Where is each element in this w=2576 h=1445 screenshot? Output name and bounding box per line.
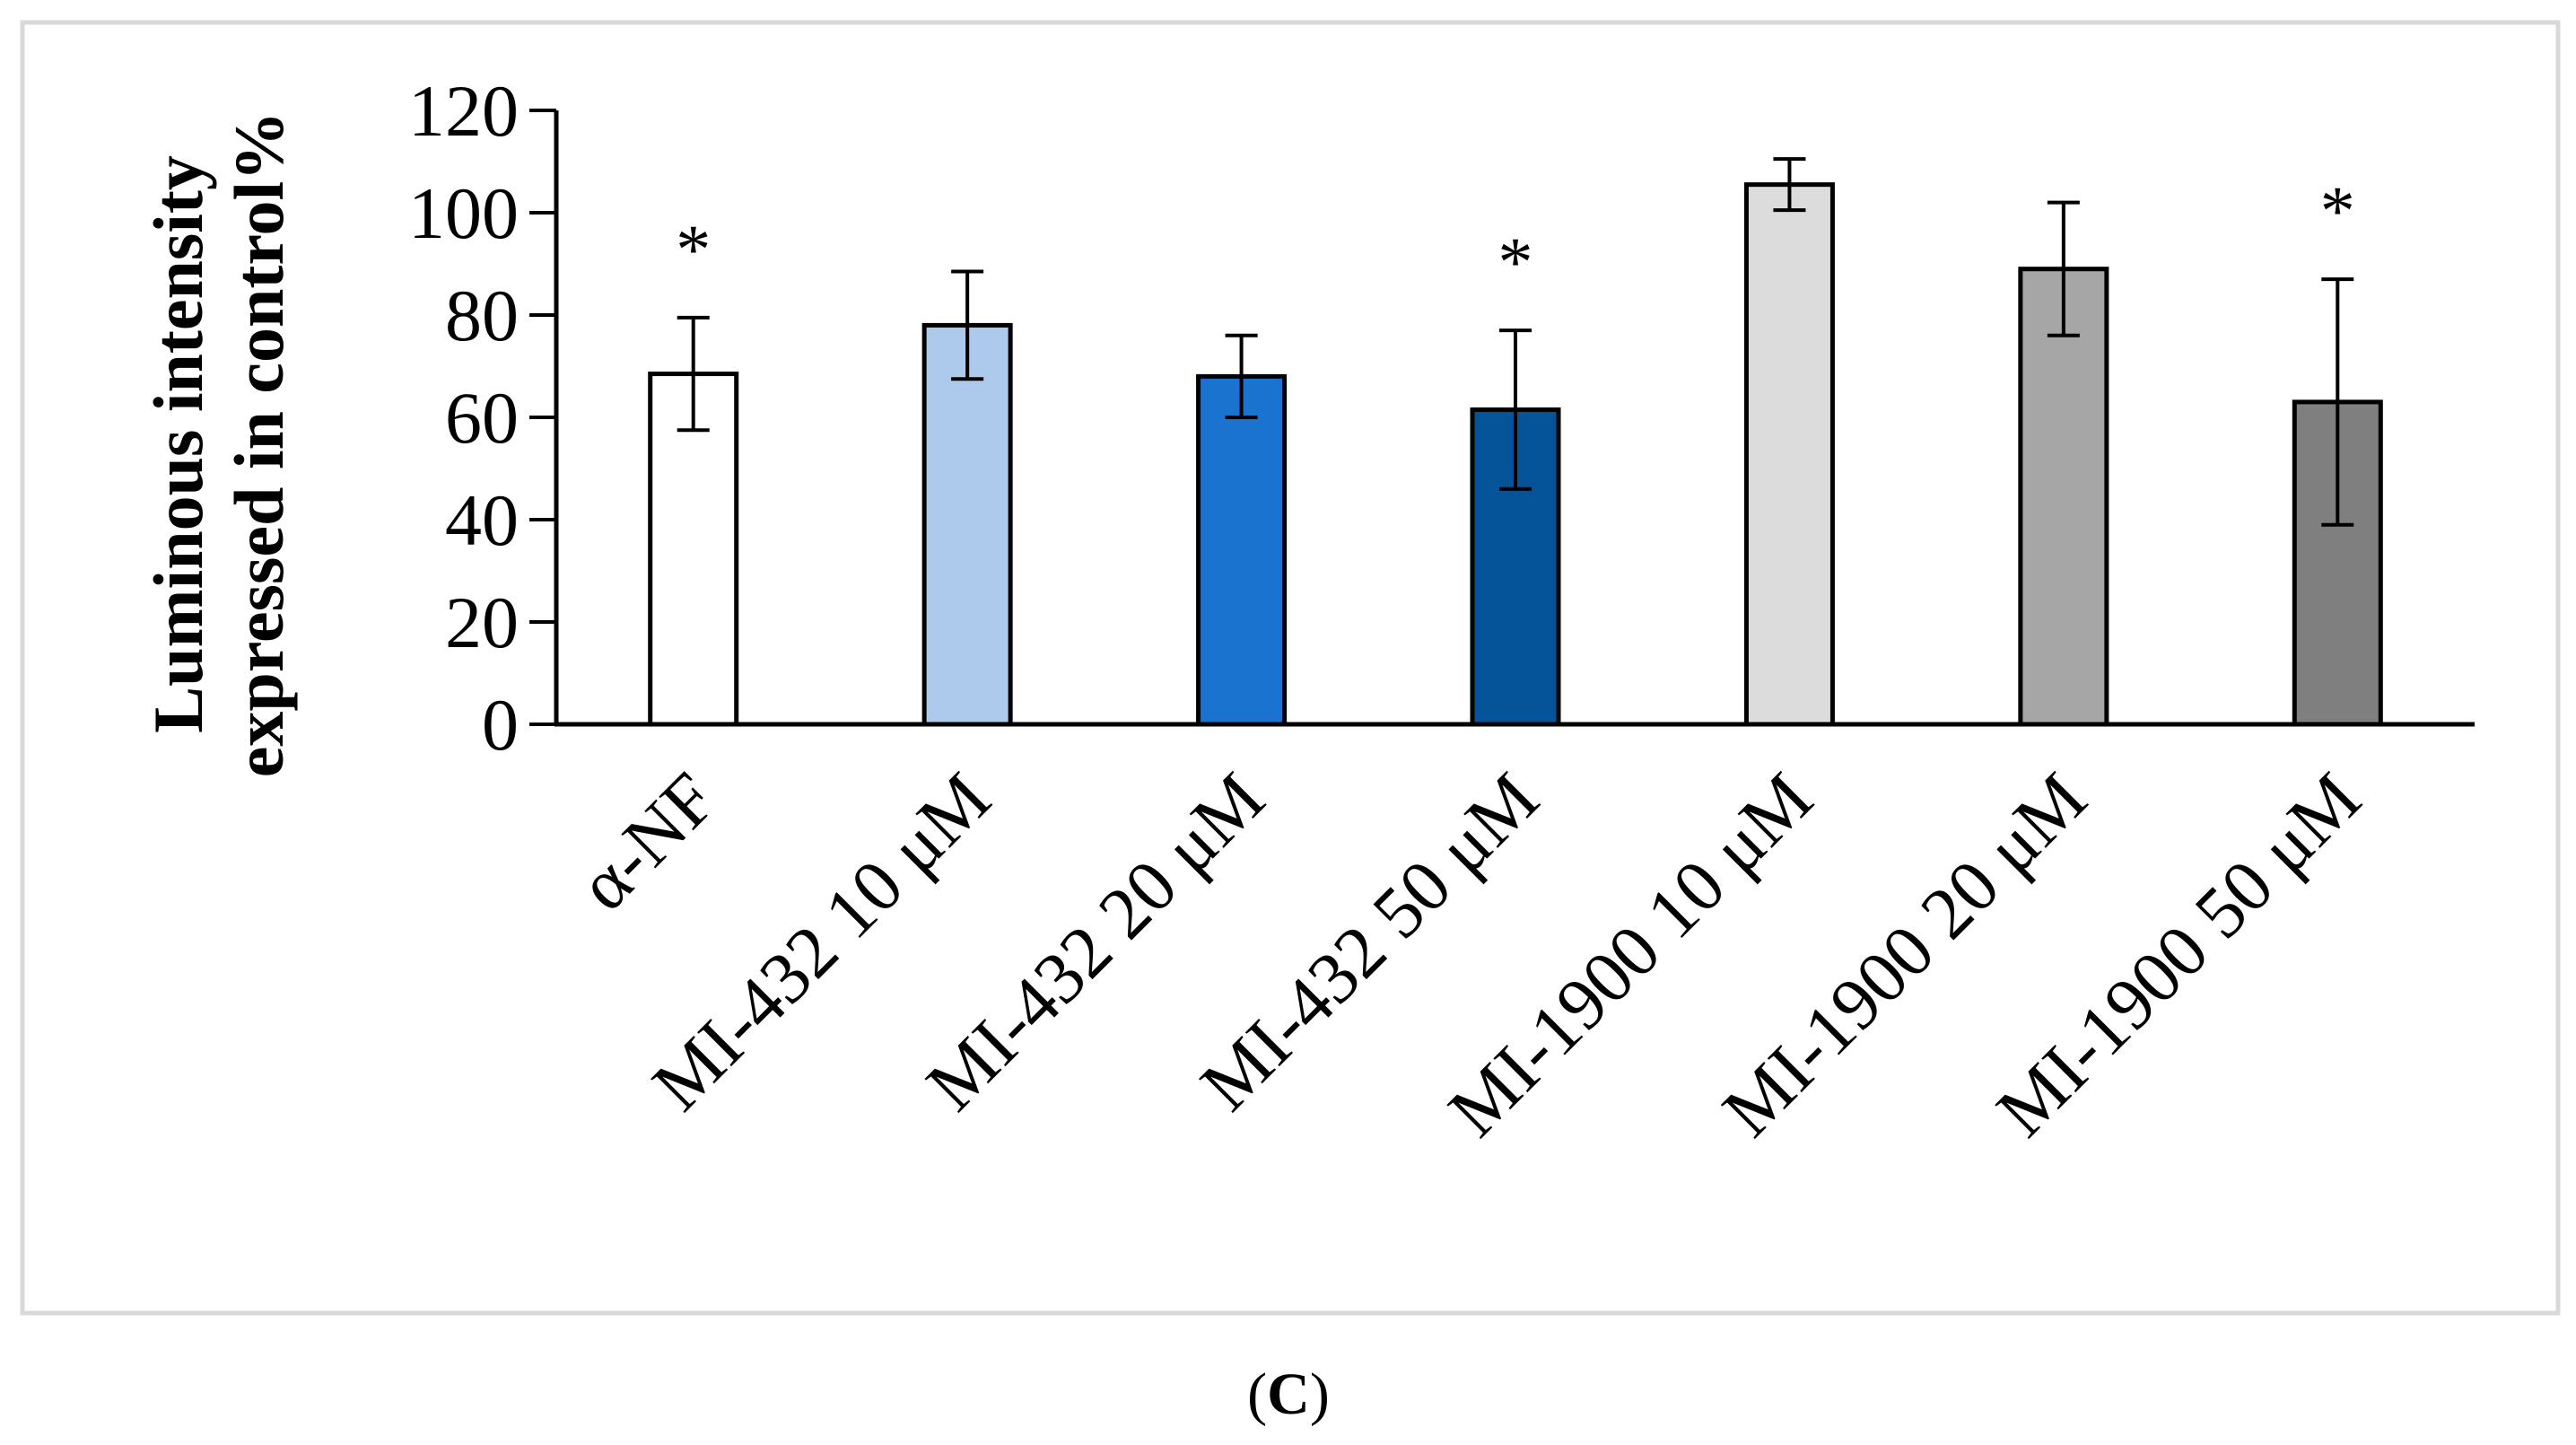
significance-star: * (2320, 171, 2355, 250)
y-tick-label: 80 (445, 275, 519, 356)
chart-frame (20, 20, 2561, 1316)
y-tick-label: 100 (408, 172, 519, 254)
figure-caption: (C) (1247, 1362, 1330, 1427)
y-tick-label: 20 (445, 582, 519, 663)
y-axis-ticks: 0 20 40 60 80 100 120 (408, 70, 556, 766)
y-tick-label: 60 (445, 377, 519, 459)
bar (1196, 373, 1288, 727)
caption-letter: C (1267, 1362, 1310, 1427)
error-bars (677, 157, 2354, 527)
axes (554, 110, 2475, 727)
significance-markers: * * * (676, 171, 2355, 301)
significance-star: * (1498, 223, 1533, 301)
y-axis-label-line-2: expressed in control% (220, 111, 298, 777)
caption-close-paren: ) (1310, 1362, 1330, 1427)
y-tick-label: 0 (482, 684, 519, 766)
y-tick-label: 120 (408, 70, 519, 152)
bar (921, 322, 1013, 727)
caption-open-paren: ( (1247, 1362, 1267, 1427)
y-axis-label: Luminous intensity expressed in control% (139, 111, 298, 777)
significance-star: * (676, 210, 711, 288)
y-tick-label: 40 (445, 479, 519, 561)
y-axis-label-line-1: Luminous intensity (139, 155, 217, 733)
bar (1743, 182, 1835, 727)
